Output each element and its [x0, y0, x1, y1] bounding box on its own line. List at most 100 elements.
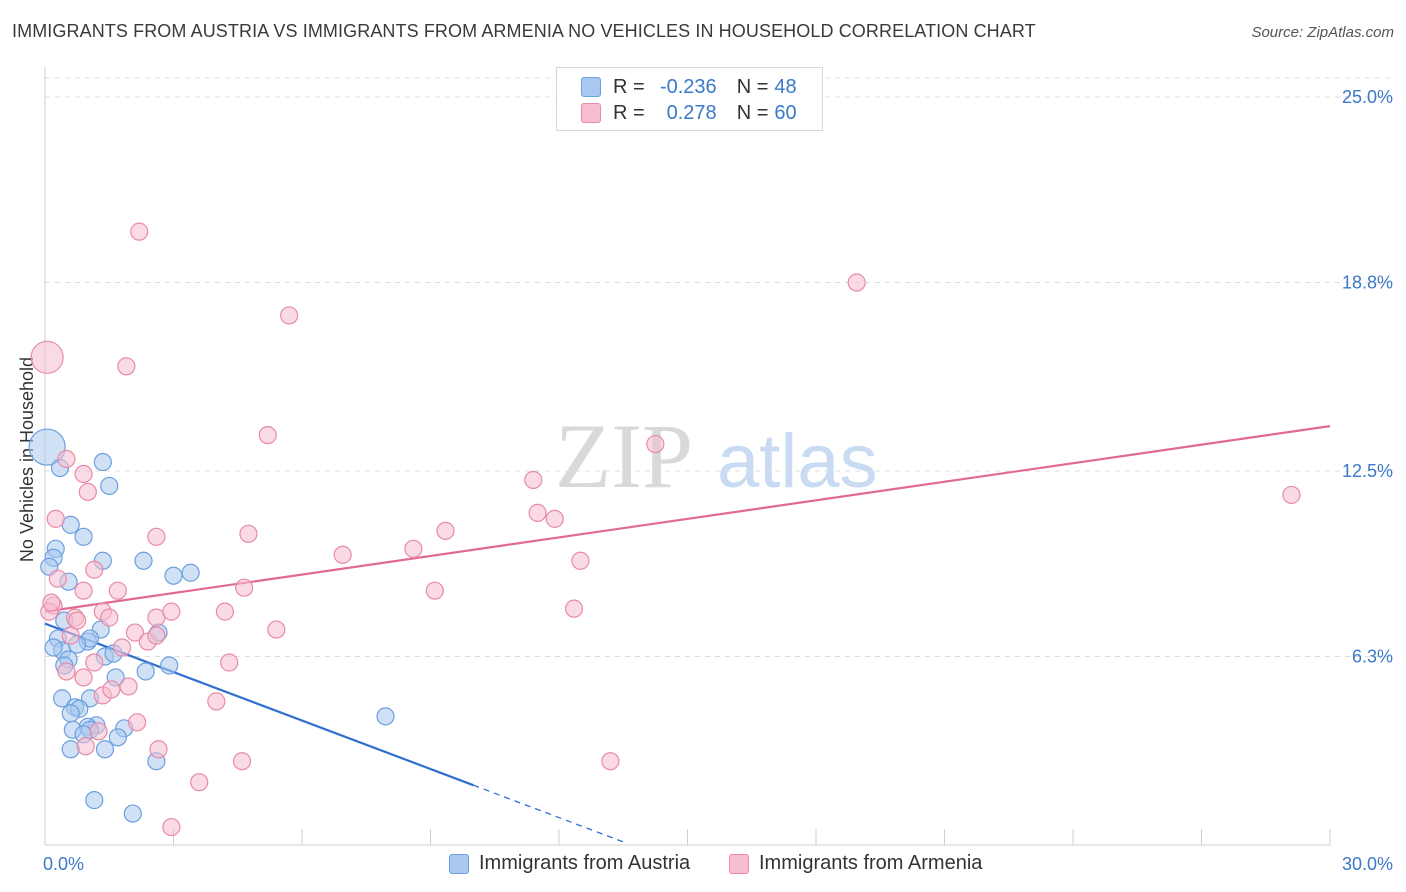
point-armenia	[601, 752, 620, 771]
point-armenia	[48, 569, 67, 588]
point-armenia	[74, 668, 93, 687]
armenia-swatch	[729, 853, 749, 874]
point-austria	[61, 704, 80, 723]
point-armenia	[280, 306, 299, 325]
point-armenia	[528, 503, 547, 522]
point-austria	[61, 740, 80, 759]
watermark-atlas: atlas	[717, 419, 878, 504]
point-austria	[95, 740, 115, 759]
r-value: 0.278	[666, 101, 717, 124]
point-austria	[44, 638, 63, 657]
r-label: R =	[613, 75, 645, 98]
point-armenia	[78, 482, 97, 502]
r-label: R =	[613, 101, 645, 124]
point-armenia	[42, 593, 61, 612]
y-tick-label: 12.5%	[1342, 461, 1393, 481]
watermark: ZIP atlas	[555, 405, 878, 507]
point-austria	[28, 428, 66, 466]
watermark-zip: ZIP	[555, 405, 693, 507]
point-armenia	[524, 470, 543, 490]
point-armenia	[220, 653, 239, 672]
point-armenia	[436, 521, 455, 540]
point-armenia	[571, 551, 590, 570]
correlation-legend: R = -0.236 N = 48 R = 0.278 N = 60	[556, 67, 823, 131]
tick-labels: 6.3% 12.5% 18.8% 25.0% 0.0% 30.0% No Vehicles …	[17, 87, 1393, 874]
chart-source: Source: ZipAtlas.com	[1251, 24, 1394, 41]
point-armenia	[102, 680, 121, 699]
point-armenia	[646, 434, 665, 454]
point-armenia	[1282, 485, 1301, 505]
y-tick-label: 6.3%	[1352, 647, 1393, 667]
point-armenia	[147, 626, 166, 645]
n-value: 48	[774, 75, 797, 98]
point-armenia	[267, 620, 286, 639]
legend-item-austria[interactable]: Immigrants from Austria	[449, 852, 690, 875]
trend-line-armenia	[44, 425, 1331, 613]
point-armenia	[100, 608, 119, 627]
data-points	[28, 222, 1301, 837]
point-armenia	[235, 578, 254, 597]
y-tick-label: 25.0%	[1342, 87, 1393, 107]
point-armenia	[85, 653, 104, 672]
point-armenia	[68, 611, 87, 630]
point-austria	[376, 707, 395, 726]
x-tick-label: 0.0%	[43, 854, 84, 874]
point-armenia	[108, 581, 127, 600]
legend-label-armenia: Immigrants from Armenia	[759, 852, 983, 874]
point-armenia	[215, 602, 234, 621]
point-austria	[123, 804, 142, 823]
point-armenia	[545, 509, 564, 528]
x-tick-label: 30.0%	[1342, 854, 1393, 874]
point-armenia	[85, 560, 104, 579]
legend-label-austria: Immigrants from Austria	[479, 852, 691, 874]
point-austria	[160, 656, 179, 675]
armenia-swatch	[581, 103, 601, 123]
point-armenia	[149, 740, 168, 759]
point-armenia	[127, 713, 147, 732]
point-austria	[74, 527, 93, 546]
point-armenia	[239, 524, 258, 543]
point-armenia	[162, 817, 181, 837]
y-tick-label: 18.8%	[1342, 273, 1393, 293]
n-label: N =	[736, 101, 769, 124]
gridlines	[45, 77, 1395, 658]
point-armenia	[333, 545, 352, 564]
point-armenia	[30, 340, 64, 374]
chart-title: IMMIGRANTS FROM AUSTRIA VS IMMIGRANTS FR…	[12, 21, 1036, 41]
point-austria	[181, 563, 200, 582]
legend-row-austria: R = -0.236 N = 48	[581, 74, 797, 100]
point-armenia	[258, 425, 277, 445]
point-armenia	[130, 222, 149, 241]
point-armenia	[112, 638, 132, 657]
austria-swatch	[449, 853, 469, 874]
point-armenia	[147, 527, 166, 546]
point-armenia	[564, 599, 584, 618]
legend-row-armenia: R = 0.278 N = 60	[581, 100, 797, 126]
point-austria	[134, 551, 153, 570]
point-austria	[136, 662, 155, 681]
point-armenia	[74, 464, 93, 484]
point-austria	[164, 566, 183, 585]
point-armenia	[162, 602, 181, 621]
point-armenia	[74, 581, 93, 600]
point-armenia	[117, 357, 136, 376]
n-label: N =	[736, 75, 769, 98]
point-austria	[108, 728, 127, 747]
point-armenia	[125, 623, 145, 642]
point-austria	[100, 476, 119, 496]
point-armenia	[847, 273, 866, 292]
point-austria	[53, 689, 72, 708]
point-armenia	[404, 539, 423, 558]
point-armenia	[61, 626, 80, 645]
legend-item-armenia[interactable]: Immigrants from Armenia	[729, 852, 982, 875]
y-axis-label: No Vehicles in Household	[17, 357, 37, 562]
point-armenia	[57, 662, 76, 681]
point-armenia	[425, 581, 444, 600]
point-armenia	[46, 509, 65, 528]
point-armenia	[76, 737, 95, 756]
point-armenia	[57, 449, 76, 469]
n-value: 60	[774, 101, 797, 124]
point-armenia	[119, 677, 138, 696]
point-armenia	[89, 722, 108, 741]
